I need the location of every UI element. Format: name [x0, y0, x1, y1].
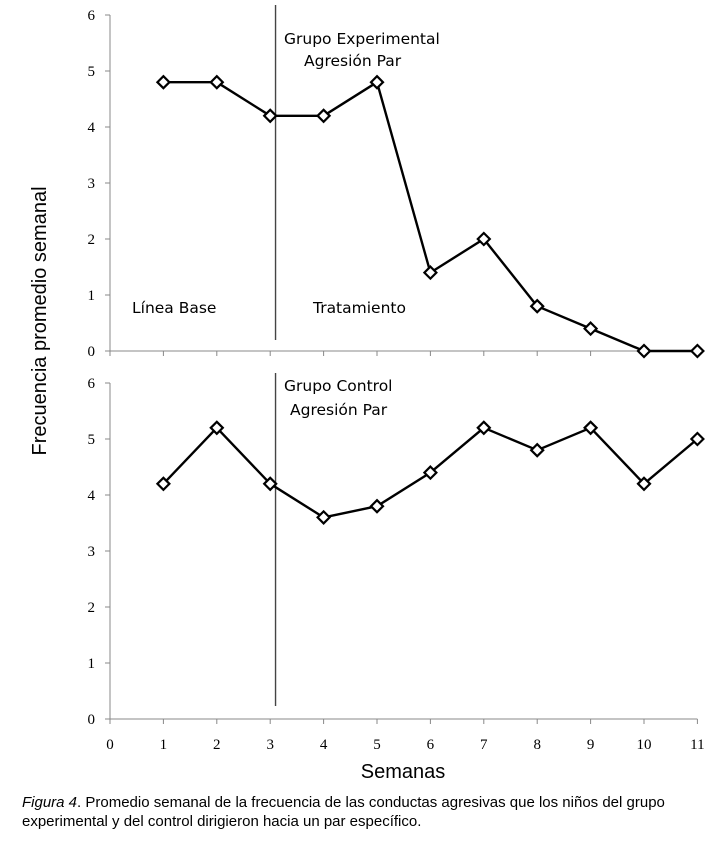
control-y-tick-label: 6 — [88, 376, 96, 392]
control-y-tick-label: 5 — [88, 432, 96, 448]
control-data-point — [636, 476, 652, 492]
panel-control: 0 1 2 3 4 5 6 0 1 2 3 4 5 6 7 8 9 10 11 — [88, 373, 705, 753]
chart-figure: 0 1 2 3 4 5 6 0 1 2 3 4 5 6 0 1 2 3 4 5 6 7 8 9 10 11 Grupo Expe… — [29, 5, 705, 783]
x-tick-label: 10 — [637, 737, 652, 753]
control-y-tick-label: 1 — [88, 656, 96, 672]
control-y-tick-label: 0 — [88, 712, 96, 728]
x-axis-title: Semanas — [361, 761, 446, 783]
experimental-group-subtitle: Agresión Par — [304, 52, 402, 70]
experimental-data-point — [636, 343, 652, 359]
experimental-y-tick-label: 2 — [88, 232, 96, 248]
control-group-subtitle: Agresión Par — [290, 401, 388, 419]
experimental-data-point — [209, 74, 225, 90]
control-y-tick-label: 2 — [88, 600, 96, 616]
x-tick-label: 4 — [320, 737, 328, 753]
control-y-tick-label: 4 — [88, 488, 96, 504]
x-tick-label: 2 — [213, 737, 221, 753]
experimental-data-point — [422, 265, 438, 281]
experimental-data-point — [369, 74, 385, 90]
experimental-y-tick-label: 6 — [88, 8, 96, 24]
caption-text: . Promedio semanal de la frecuencia de l… — [22, 794, 665, 830]
x-tick-label: 0 — [106, 737, 114, 753]
experimental-data-point — [529, 298, 545, 314]
figure-caption: Figura 4. Promedio semanal de la frecuen… — [22, 793, 712, 831]
experimental-y-tick-label: 0 — [88, 344, 96, 360]
experimental-data-point — [155, 74, 171, 90]
control-data-point — [369, 498, 385, 514]
baseline-phase-label: Línea Base — [132, 299, 216, 317]
control-data-point — [529, 442, 545, 458]
control-data-point — [689, 431, 705, 447]
panel-experimental: 0 1 2 3 4 5 6 — [88, 5, 705, 360]
experimental-y-tick-label: 1 — [88, 288, 96, 304]
control-data-point — [583, 420, 599, 436]
x-tick-label: 7 — [480, 737, 488, 753]
control-data-point — [422, 465, 438, 481]
control-data-point — [209, 420, 225, 436]
control-data-point — [262, 476, 278, 492]
control-data-point — [316, 509, 332, 525]
control-y-tick-label: 3 — [88, 544, 96, 560]
experimental-y-tick-label: 3 — [88, 176, 96, 192]
experimental-group-title: Grupo Experimental — [284, 30, 440, 48]
x-tick-label: 5 — [373, 737, 381, 753]
experimental-data-point — [262, 108, 278, 124]
x-tick-label: 9 — [587, 737, 595, 753]
control-group-title: Grupo Control — [284, 377, 393, 395]
experimental-data-point — [476, 231, 492, 247]
experimental-series-line — [163, 80, 698, 353]
experimental-data-point — [583, 321, 599, 337]
control-data-point — [155, 476, 171, 492]
treatment-phase-label: Tratamiento — [312, 299, 406, 317]
experimental-y-tick-label: 4 — [88, 120, 96, 136]
caption-figure-label: Figura 4 — [22, 794, 78, 811]
y-axis-title: Frecuencia promedio semanal — [29, 186, 51, 455]
x-tick-label: 3 — [266, 737, 274, 753]
x-tick-label: 8 — [533, 737, 541, 753]
x-tick-label: 6 — [427, 737, 435, 753]
x-tick-label: 1 — [160, 737, 168, 753]
experimental-data-point — [316, 108, 332, 124]
x-tick-label: 11 — [690, 737, 704, 753]
experimental-data-point — [689, 343, 705, 359]
experimental-y-tick-label: 5 — [88, 64, 96, 80]
control-data-point — [476, 420, 492, 436]
